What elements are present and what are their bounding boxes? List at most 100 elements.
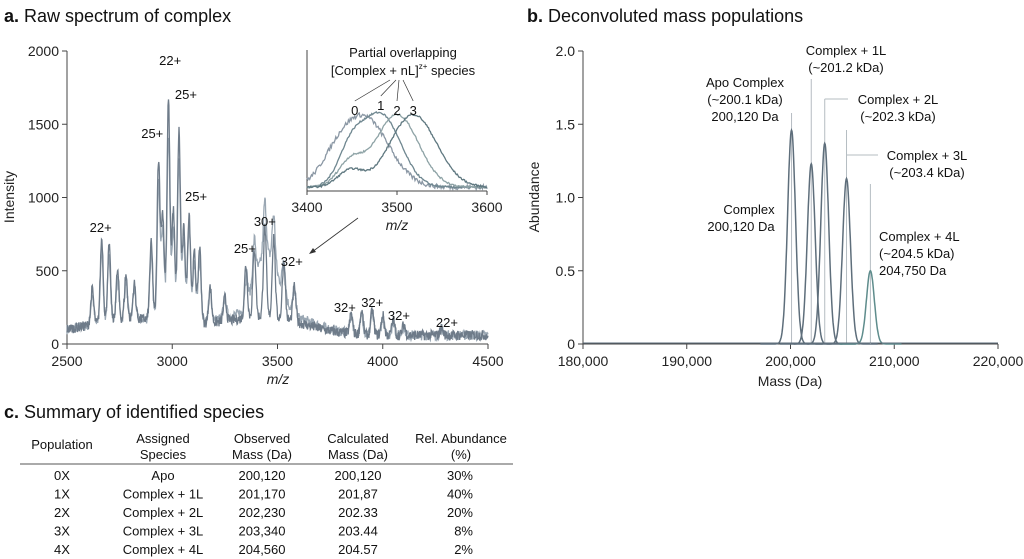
plus3-label-2: (~203.4 kDa) (889, 165, 965, 180)
inset-x-tick-label: 3600 (471, 199, 502, 215)
y-tick-label: 1.0 (556, 190, 576, 206)
charge-state-label: 22+ (159, 53, 181, 68)
table-header: Rel. Abundance (415, 431, 507, 446)
plus4-label-3: 204,750 Da (879, 263, 947, 278)
charge-state-label: 25+ (141, 126, 163, 141)
charge-state-label: 25+ (185, 189, 207, 204)
charge-state-label: 30+ (254, 214, 276, 229)
table-cell: 0X (54, 468, 70, 483)
inset-title-line2-end: species (427, 63, 475, 78)
table-cell: Apo (151, 468, 174, 483)
inset-species-label: 0 (351, 103, 358, 118)
plus4-label-1: Complex + 4L (879, 229, 960, 244)
x-axis-label-mz: m/z (267, 371, 290, 387)
spectrum-axes: 0 500 1000 1500 2000 2500 3000 3500 4000 4500 (28, 43, 504, 369)
y-axis-label-abundance: Abundance (526, 161, 542, 232)
spectrum-trace-main (66, 99, 489, 342)
table-header: Calculated (327, 431, 388, 446)
x-tick-label: 4500 (472, 353, 503, 369)
mass-peak (839, 269, 902, 345)
plus1-label-2: (~201.2 kDa) (808, 60, 884, 75)
table-header: Population (31, 437, 92, 452)
charge-state-label: 32+ (281, 254, 303, 269)
panel-b-letter: b. (527, 6, 543, 26)
table-cell: 40% (447, 487, 473, 502)
panel-a: a. Raw spectrum of complex 05001000150020… (1, 6, 504, 387)
table-cell: 8% (454, 524, 473, 539)
inset-pointer-arrowhead (309, 248, 316, 254)
panel-b-title: Deconvoluted mass populations (548, 6, 803, 26)
charge-state-label: 32+ (361, 295, 383, 310)
inset-pointer-arrow (311, 217, 359, 253)
table-cell: Complex + 4L (123, 542, 204, 557)
table-cell: Complex + 1L (123, 487, 204, 502)
x-tick-label: 3500 (262, 353, 293, 369)
svg-text:b.Deconvoluted mass population: b. Deconvoluted mass populations (527, 6, 803, 26)
table-cell: 20% (447, 505, 473, 520)
charge-state-label: 22+ (90, 220, 112, 235)
x-tick-label: 4000 (367, 353, 398, 369)
inset-species-arrow (396, 79, 400, 102)
table-header: (%) (451, 447, 471, 462)
inset-species-label: 1 (377, 98, 384, 113)
y-tick-label: 0 (51, 336, 59, 352)
table-cell: 201,170 (239, 487, 286, 502)
x-tick-label: 3000 (157, 353, 188, 369)
table-cell: 4X (54, 542, 70, 557)
table-header: Species (140, 447, 187, 462)
charge-state-label: 32+ (334, 300, 356, 315)
inset-x-tick-label: 3400 (291, 199, 322, 215)
panel-c-letter: c. (4, 402, 19, 422)
table-cell: 204.57 (338, 542, 378, 557)
peak-annotations: Apo Complex (~200.1 kDa) 200,120 Da Comp… (706, 43, 967, 278)
panel-a-title: Raw spectrum of complex (24, 6, 231, 26)
inset-title-line2: [Complex + nL] (331, 63, 419, 78)
table-cell: Complex + 3L (123, 524, 204, 539)
plus1-label-1: Complex + 1L (806, 43, 887, 58)
svg-text:c.Summary of identified specie: c. Summary of identified species (4, 402, 264, 422)
table-header: Observed (234, 431, 290, 446)
table-cell: 200,120 (239, 468, 286, 483)
inset-species-arrow (354, 79, 391, 102)
plus4-label-2: (~204.5 kDa) (879, 246, 955, 261)
inset-x-tick-label: 3500 (381, 199, 412, 215)
apo-label-2: (~200.1 kDa) (707, 92, 783, 107)
table-cell: 203,340 (239, 524, 286, 539)
complex-label-2: 200,120 Da (707, 219, 775, 234)
y-tick-label: 0 (567, 336, 575, 352)
plus2-label-1: Complex + 2L (858, 92, 939, 107)
table-cell: Complex + 2L (123, 505, 204, 520)
table-cell: 204,560 (239, 542, 286, 557)
mass-peak (815, 176, 878, 345)
inset-species-arrow (380, 79, 397, 97)
panel-b: b. Deconvoluted mass populations 0 0.5 1.0 1… (526, 6, 1024, 389)
y-tick-label: 1000 (28, 190, 59, 206)
table-cell: 202.33 (338, 505, 378, 520)
x-tick-label: 180,000 (558, 353, 609, 369)
inset-species-label: 3 (410, 103, 417, 118)
charge-state-label: 25+ (234, 241, 256, 256)
apo-label-3: 200,120 Da (711, 109, 779, 124)
y-tick-label: 500 (36, 263, 60, 279)
x-axis-label-mass: Mass (Da) (758, 373, 823, 389)
panel-a-letter: a. (4, 6, 19, 26)
charge-state-label: 25+ (175, 87, 197, 102)
y-axis-label-intensity: Intensity (1, 171, 17, 223)
plus2-label-2: (~202.3 kDa) (860, 109, 936, 124)
inset-species-curve (306, 113, 488, 189)
y-tick-label: 2000 (28, 43, 59, 59)
mass-axes: 0 0.5 1.0 1.5 2.0 180,000 190,000 200,000 210,00… (556, 43, 1024, 369)
inset-species-arrow (402, 79, 414, 102)
mass-peaks (583, 79, 998, 345)
table-cell: 2X (54, 505, 70, 520)
y-tick-label: 1.5 (556, 116, 576, 132)
table-cell: 3X (54, 524, 70, 539)
x-tick-label: 220,000 (973, 353, 1024, 369)
complex-label-1: Complex (723, 202, 775, 217)
table-cell: 200,120 (335, 468, 382, 483)
inset-plot: Partial overlapping [Complex + nL]z+ spe… (291, 45, 503, 254)
table-cell: 201,87 (338, 487, 378, 502)
inset-species-curve (306, 111, 488, 192)
